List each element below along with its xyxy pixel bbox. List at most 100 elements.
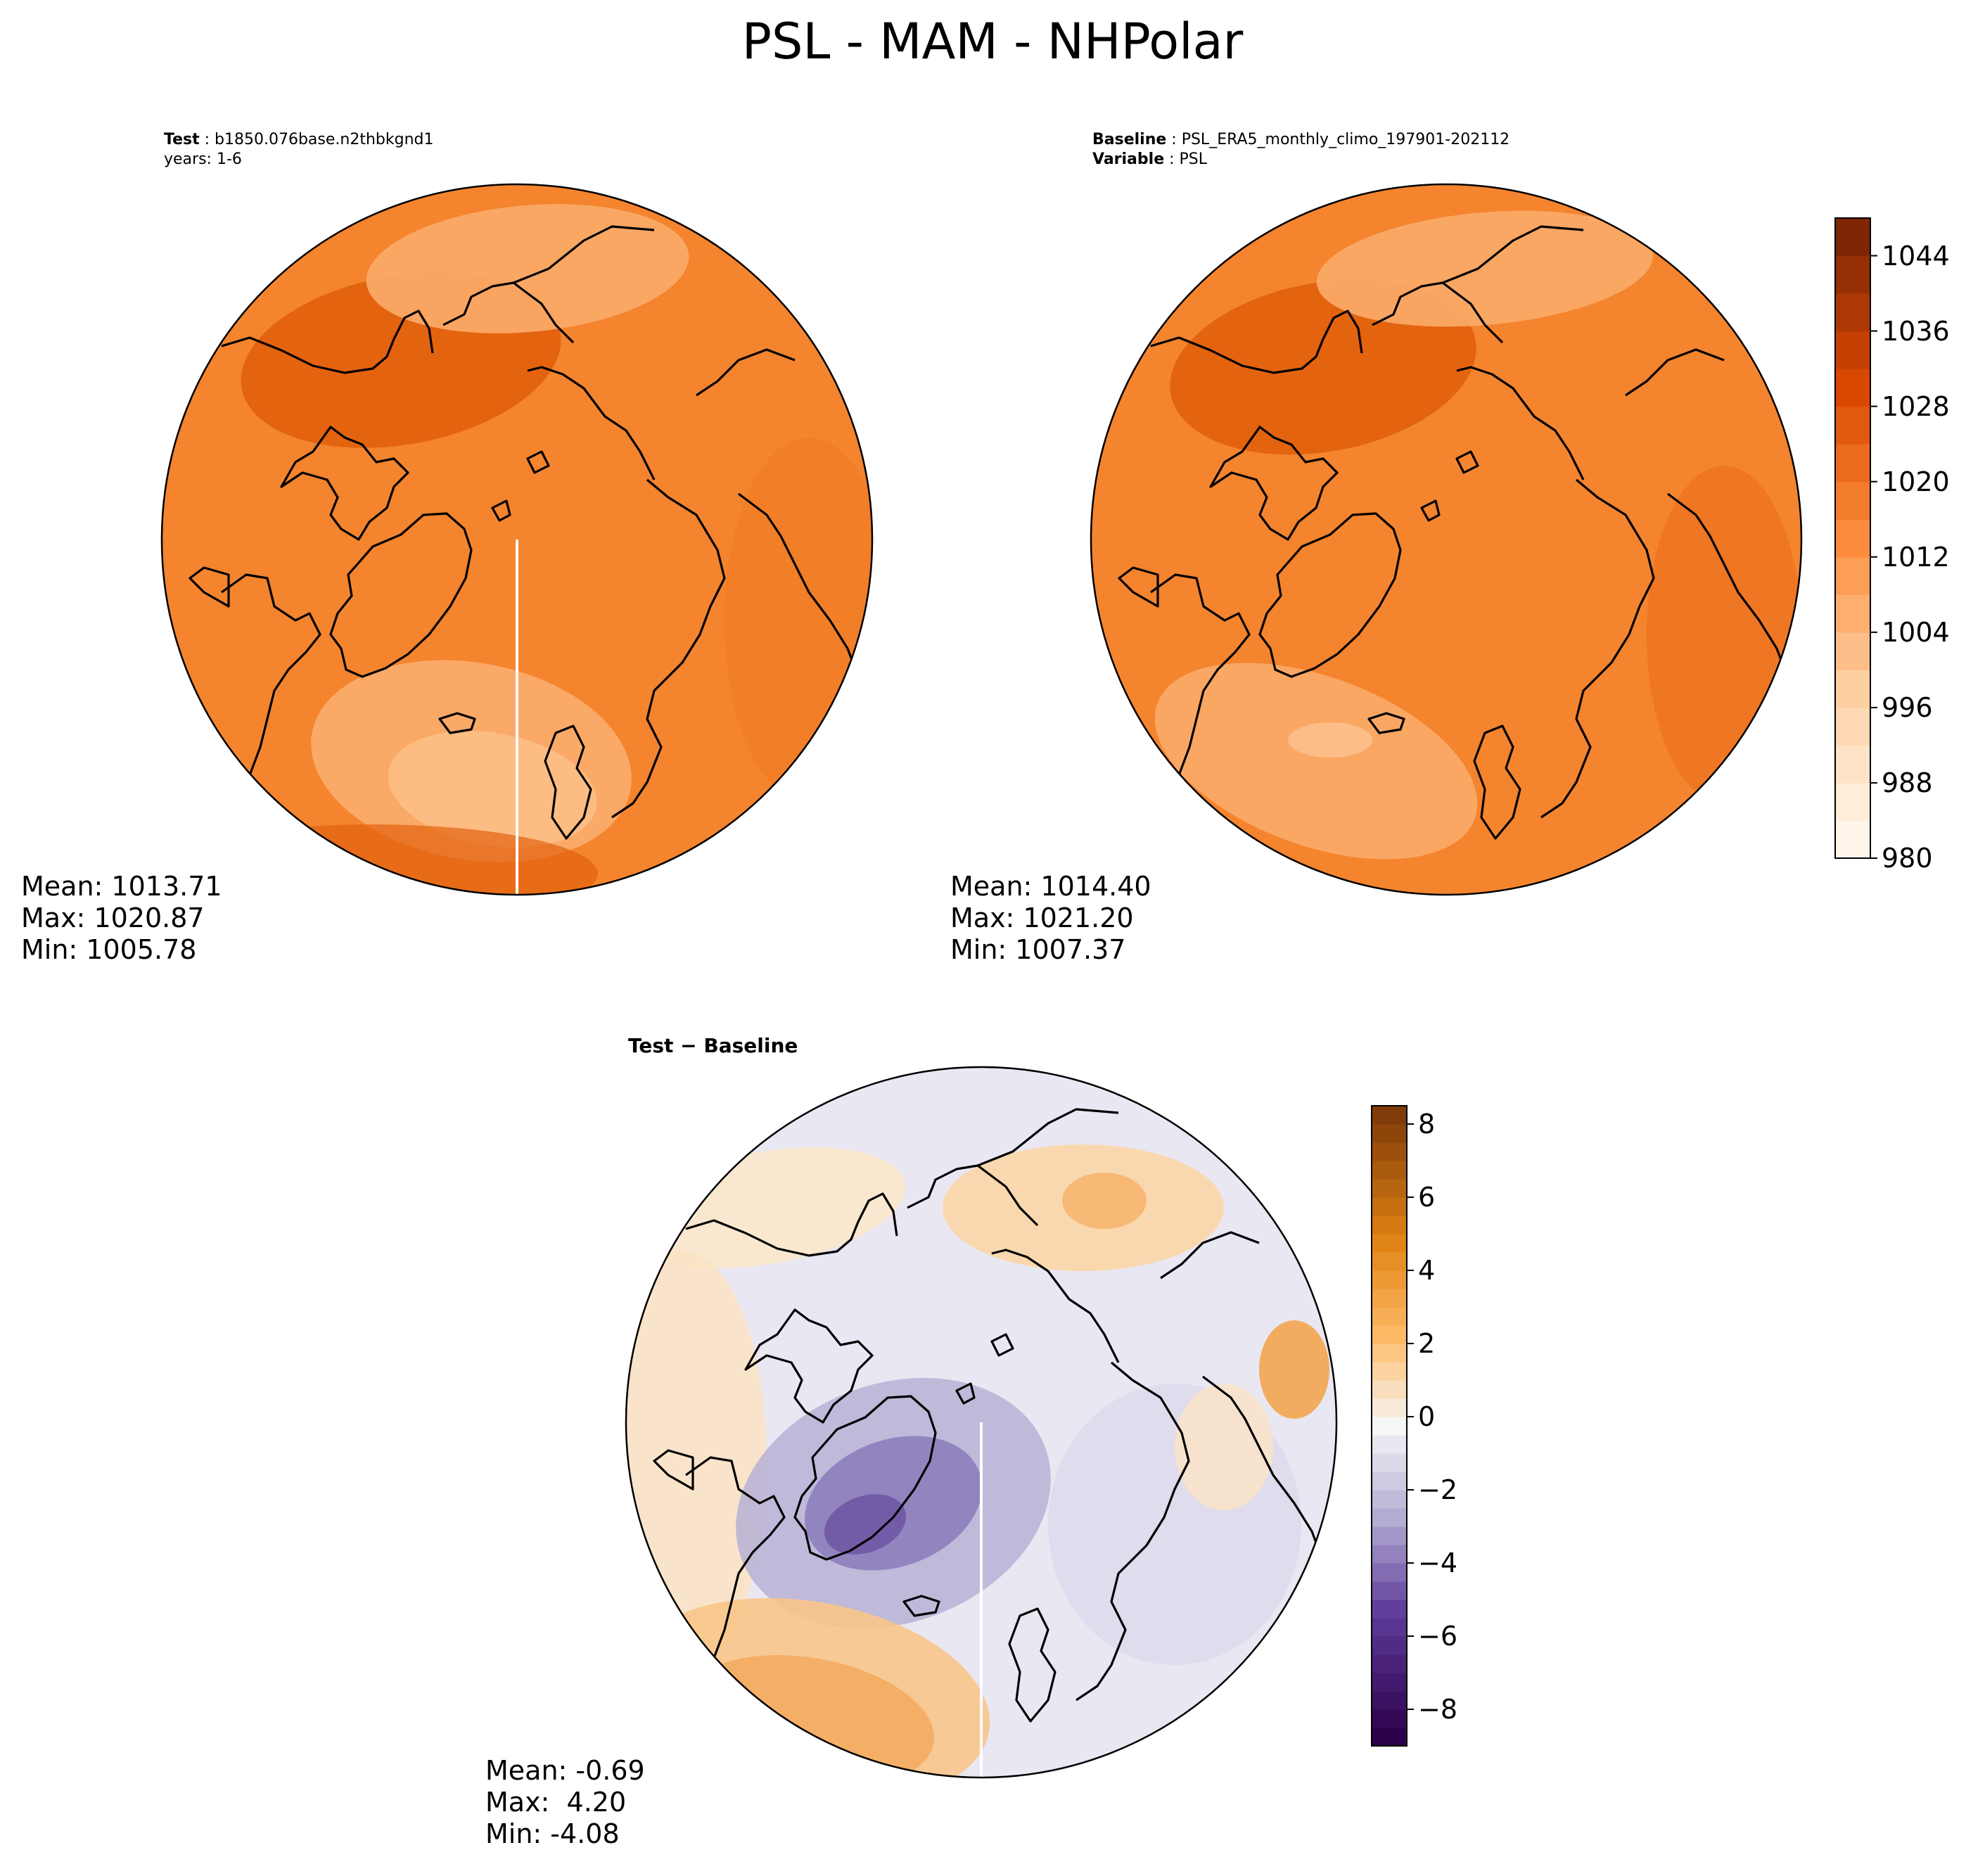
field-contour: [1154, 663, 1478, 860]
coastline: [221, 310, 434, 374]
colorbar-level: [1372, 1179, 1407, 1198]
test-case-label: Test : b1850.076base.n2thbkgnd1: [164, 131, 434, 148]
baseline-map: [1090, 183, 1803, 896]
coastline: [1150, 573, 1251, 804]
colorbar-level: [1835, 331, 1870, 369]
colorbar-level: [1835, 218, 1870, 257]
coastline: [1202, 1375, 1324, 1560]
coastline: [1118, 566, 1159, 608]
coastline: [1008, 1607, 1057, 1723]
diff-stats: Mean: -0.69 Max: 4.20 Min: -4.08: [485, 1755, 645, 1850]
coastline: [744, 1308, 874, 1424]
colorbar-tick-label: 1012: [1882, 541, 1950, 573]
coastline: [1455, 450, 1479, 474]
figure-title: PSL - MAM - NHPolar: [741, 13, 1244, 70]
colorbar-level: [1835, 519, 1870, 558]
baseline-max: Max: 1021.20: [950, 902, 1134, 933]
colorbar-tick-label: 1020: [1882, 466, 1950, 497]
colorbar-tick-label: 1004: [1882, 616, 1950, 648]
coastline: [221, 573, 321, 804]
coastline: [991, 1249, 1120, 1363]
colorbar-level: [1372, 1252, 1407, 1271]
colorbar-level: [1372, 1728, 1407, 1747]
colorbar-tick-label: 980: [1882, 843, 1933, 874]
colorbar-level: [1835, 670, 1870, 708]
baseline-min: Min: 1007.37: [950, 934, 1126, 965]
colorbar-level: [1372, 1325, 1407, 1344]
test-years: years: 1-6: [164, 151, 242, 168]
coastline: [526, 450, 550, 474]
colorbar-level: [1372, 1234, 1407, 1253]
coastline: [1367, 712, 1405, 734]
baseline-variable-label: Variable : PSL: [1092, 151, 1208, 168]
field-contour: [1259, 1320, 1329, 1419]
colorbar-tick-label: −6: [1418, 1621, 1458, 1652]
colorbar-level: [1372, 1197, 1407, 1216]
colorbar-frame: [1371, 1105, 1408, 1747]
map-boundary: [625, 1066, 1338, 1779]
diff-title: Test − Baseline: [628, 1034, 798, 1057]
coastline: [513, 225, 655, 284]
colorbar-level: [1835, 556, 1870, 595]
baseline-case-name: PSL_ERA5_monthly_climo_197901-202112: [1181, 131, 1510, 148]
test-mean: Mean: 1013.71: [21, 871, 222, 902]
colorbar-tick-label: −2: [1418, 1474, 1458, 1505]
coastline: [280, 426, 409, 541]
colorbar-level: [1372, 1270, 1407, 1289]
colorbar-level: [1835, 707, 1870, 746]
colorbar-level: [1372, 1581, 1407, 1600]
coastline: [793, 1395, 937, 1561]
baseline-mean: Mean: 1014.40: [950, 871, 1151, 902]
colorbar-tick-label: 1044: [1882, 240, 1950, 272]
field-contour: [1288, 722, 1372, 758]
colorbar-tick-label: 1028: [1882, 390, 1950, 422]
coastline: [611, 478, 726, 819]
test-key: Test: [164, 131, 200, 148]
colorbar-level: [1372, 1215, 1407, 1234]
coastline: [1456, 366, 1585, 480]
colorbar-level: [1372, 1362, 1407, 1381]
colorbar-level: [1372, 1307, 1407, 1326]
colorbar-level: [1372, 1142, 1407, 1161]
colorbar-level: [1372, 1636, 1407, 1655]
colorbar-level: [1372, 1600, 1407, 1619]
colorbar-tick-label: 8: [1418, 1109, 1436, 1140]
field-contour: [1062, 1173, 1147, 1229]
test-max: Max: 1020.87: [21, 902, 205, 933]
coastline: [491, 499, 511, 522]
diff-colorbar: −8 −6 −4 −2 0 2 4 6 8: [1371, 1105, 1457, 1747]
colorbar-level: [1835, 594, 1870, 633]
colorbar-tick-label: 0: [1418, 1401, 1436, 1432]
coastline: [544, 725, 592, 840]
colorbar-level: [1372, 1453, 1407, 1472]
baseline-stats: Mean: 1014.40 Max: 1021.20 Min: 1007.37: [950, 871, 1151, 966]
coastline: [1258, 512, 1402, 678]
colorbar-level: [1372, 1490, 1407, 1509]
coastline: [1076, 1361, 1190, 1702]
colorbar-level: [1372, 1472, 1407, 1491]
colorbar-level: [1372, 1417, 1407, 1436]
diff-map: [625, 1066, 1338, 1779]
coastline: [329, 512, 473, 678]
coastline: [1160, 1231, 1260, 1280]
baseline-case-label: Baseline : PSL_ERA5_monthly_climo_197901…: [1092, 131, 1510, 148]
field-contour: [725, 438, 872, 803]
colorbar-level: [1372, 1380, 1407, 1399]
colorbar-level: [1372, 1124, 1407, 1143]
colorbar-tick-label: 988: [1882, 767, 1933, 798]
colorbar-frame: [1834, 217, 1871, 859]
coastline: [977, 1108, 1119, 1167]
map-boundary: [160, 183, 874, 896]
psl-colorbar: 980 988 996 1004 1012 1020 1028 1036 1044: [1834, 217, 1950, 872]
colorbar-level: [1372, 1618, 1407, 1637]
colorbar-level: [1835, 255, 1870, 294]
test-min: Min: 1005.78: [21, 934, 197, 965]
colorbar-level: [1835, 745, 1870, 784]
coastline: [189, 566, 230, 608]
variable-key: Variable: [1092, 151, 1165, 168]
colorbar-tick-label: 1036: [1882, 315, 1950, 347]
colorbar-tick-label: 6: [1418, 1182, 1436, 1213]
diff-max: Max: 4.20: [485, 1787, 627, 1818]
coastline: [696, 348, 796, 397]
diff-mean: Mean: -0.69: [485, 1755, 645, 1786]
